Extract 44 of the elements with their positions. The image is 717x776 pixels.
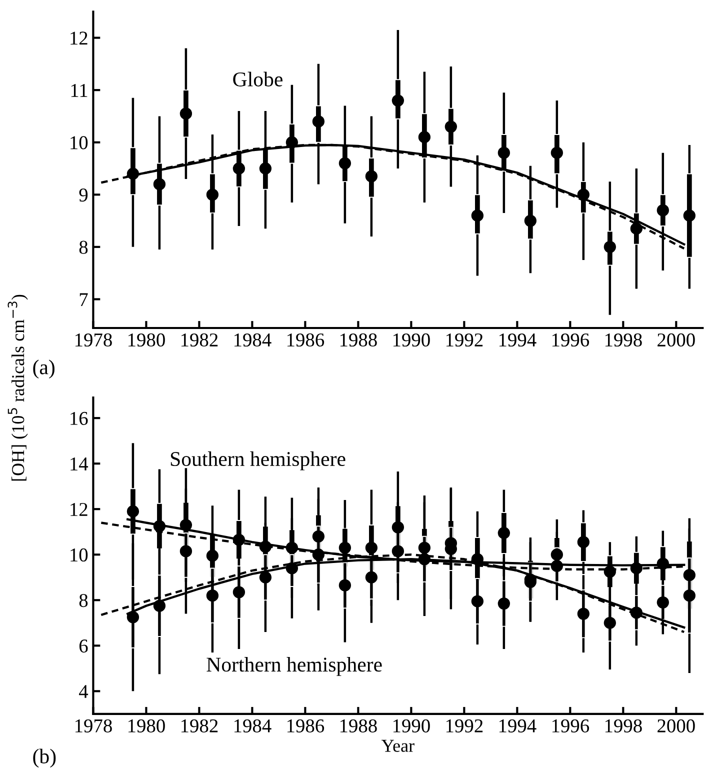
x-tick-label: 1996 bbox=[552, 333, 590, 347]
y-tick-label: 4 bbox=[79, 685, 88, 698]
x-tick-label: 1978 bbox=[75, 333, 112, 347]
x-tick-label: 1994 bbox=[499, 333, 536, 347]
x-tick-label: 1996 bbox=[552, 719, 590, 732]
annotation: Southern hemisphere bbox=[170, 451, 346, 470]
x-tick-label: 1998 bbox=[605, 333, 642, 347]
x-tick-label: 1984 bbox=[234, 719, 272, 732]
x-tick-label: 1984 bbox=[234, 333, 272, 347]
x-tick-label: 1988 bbox=[340, 719, 377, 732]
x-tick-label: 1980 bbox=[128, 719, 165, 732]
x-tick-label: 1990 bbox=[393, 333, 430, 347]
y-tick-label: 9 bbox=[79, 188, 88, 202]
x-tick-label: 1992 bbox=[446, 333, 483, 347]
x-tick-label: 1988 bbox=[340, 333, 377, 347]
x-tick-label: 1986 bbox=[287, 719, 324, 732]
y-tick-label: 10 bbox=[70, 136, 88, 150]
y-axis-title: [OH] (10$^{5}$ radicals cm$^{−3}$) bbox=[8, 294, 28, 481]
x-tick-label: 1994 bbox=[499, 719, 536, 732]
x-tick-label: 1978 bbox=[75, 719, 112, 732]
x-tick-label: 2000 bbox=[658, 719, 695, 732]
y-tick-label: 7 bbox=[80, 293, 88, 306]
y-tick-label: 8 bbox=[79, 594, 88, 608]
y-tick-label: 11 bbox=[71, 84, 88, 97]
text: (a) bbox=[33, 360, 54, 379]
y-tick-label: 8 bbox=[79, 240, 88, 254]
x-axis-title: Year bbox=[382, 740, 414, 752]
x-tick-label: 2000 bbox=[658, 333, 695, 347]
y-tick-label: 14 bbox=[70, 457, 88, 470]
x-tick-label: 1982 bbox=[181, 333, 218, 347]
annotation: Globe bbox=[233, 72, 282, 86]
x-tick-label: 1986 bbox=[287, 333, 324, 347]
y-tick-label: 16 bbox=[70, 412, 88, 425]
text: (b) bbox=[33, 748, 56, 768]
x-tick-label: 1980 bbox=[128, 333, 165, 347]
annotation: Northern hemisphere bbox=[206, 657, 382, 676]
y-tick-label: 12 bbox=[70, 502, 88, 516]
y-tick-label: 10 bbox=[70, 548, 88, 562]
x-tick-label: 1992 bbox=[446, 719, 483, 732]
y-tick-label: 6 bbox=[79, 640, 88, 653]
x-tick-label: 1998 bbox=[605, 719, 642, 732]
x-tick-label: 1990 bbox=[393, 719, 430, 732]
x-tick-label: 1982 bbox=[181, 719, 218, 732]
y-tick-label: 12 bbox=[70, 32, 88, 45]
